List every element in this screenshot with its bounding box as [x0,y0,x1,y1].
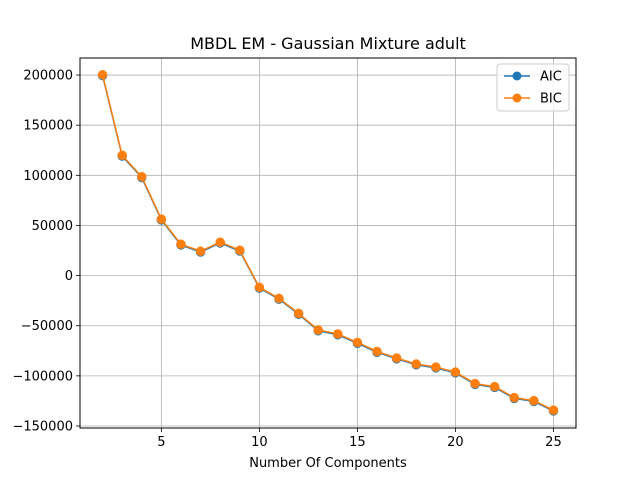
legend-label-bic: BIC [540,92,562,107]
data-point-bic [333,329,343,339]
data-point-bic [372,346,382,357]
data-point-bic [195,246,206,256]
data-point-bic [137,171,147,182]
data-point-bic [293,308,304,319]
y-axis-ticks: 200000 150000 100000 50000 0 −50000 −100000 −15… [12,69,80,434]
x-tick-label: 5 [157,435,165,450]
data-point-bic [529,395,539,406]
x-axis-ticks: 5 10 15 20 25 [157,428,562,450]
data-point-bic [117,150,127,161]
data-point-bic [97,69,108,80]
legend-items: AIC BIC [504,70,562,107]
x-tick-label: 10 [251,435,268,450]
data-point-bic [156,214,167,224]
legend: AIC BIC [496,63,570,112]
series-layer [97,69,559,416]
data-point-bic [274,293,284,304]
data-point-bic [254,282,265,293]
y-tick-label: 50000 [32,219,73,234]
x-axis-label: Number Of Components [249,456,407,471]
y-tick-label: 200000 [23,69,73,84]
data-point-bic [391,353,402,363]
data-point-bic [509,392,519,403]
data-point-bic [313,325,323,335]
data-point-bic [470,378,480,389]
series-bic [97,69,559,415]
y-tick-label: 0 [65,269,73,284]
legend-label-aic: AIC [540,70,562,85]
y-tick-label: −100000 [12,369,73,384]
data-point-bic [176,239,186,249]
data-point-bic [450,367,461,377]
plot-area-frame [79,57,577,429]
data-point-bic [215,237,225,247]
legend-marker-aic [512,71,522,81]
x-tick-label: 20 [447,435,464,450]
y-tick-label: 150000 [23,119,73,134]
grid-lines [80,58,576,428]
y-tick-label: −50000 [21,319,73,334]
data-point-bic [489,381,500,392]
data-point-bic [411,359,421,369]
data-point-bic [548,405,559,415]
x-tick-label: 15 [349,435,366,450]
chart-title: MBDL EM - Gaussian Mixture adult [190,34,466,53]
data-point-bic [235,245,245,255]
y-tick-label: 100000 [23,169,73,184]
legend-marker-bic [512,93,522,103]
data-point-bic [352,337,363,348]
data-point-bic [431,362,441,372]
x-tick-label: 25 [545,435,562,450]
y-tick-label: −150000 [12,419,73,434]
